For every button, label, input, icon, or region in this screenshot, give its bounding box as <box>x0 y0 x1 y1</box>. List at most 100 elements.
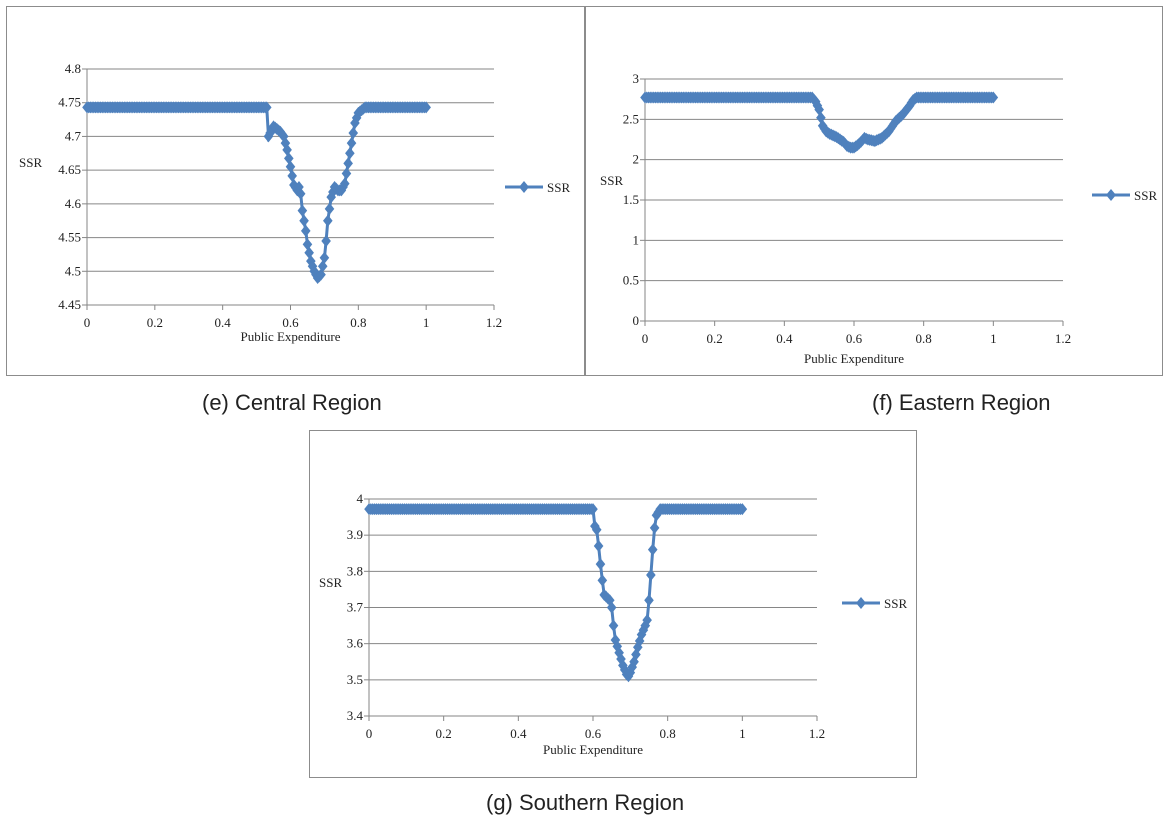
data-point <box>646 568 656 581</box>
x-tick-label: 0.6 <box>282 315 299 330</box>
data-point <box>634 634 645 647</box>
chart-southern: 3.4 3.5 3.6 3.7 3.8 3.9 4 0 0.2 0.4 0.6 0.8 1 1.2 Publ… <box>319 491 907 757</box>
legend: SSR <box>505 180 570 195</box>
x-axis-title: Public Expenditure <box>543 742 643 757</box>
data-point <box>737 503 748 516</box>
legend: SSR <box>842 596 907 611</box>
data-point <box>287 169 297 182</box>
data-point <box>285 160 296 173</box>
x-tick-label: 0.4 <box>776 331 793 346</box>
legend-marker <box>1106 189 1116 201</box>
y-tick-label: 2 <box>633 152 640 167</box>
data-point <box>339 177 350 190</box>
data-point <box>644 594 654 607</box>
data-point <box>649 521 660 534</box>
y-tick-label: 3.8 <box>347 563 363 578</box>
legend-label: SSR <box>1134 188 1157 203</box>
y-tick-label: 4.75 <box>58 95 81 110</box>
x-axis-title: Public Expenditure <box>804 351 904 366</box>
series-markers-ssr <box>82 101 431 285</box>
data-point <box>988 91 999 104</box>
data-point <box>317 260 328 273</box>
data-point <box>636 628 647 641</box>
x-tick-label: 0 <box>366 726 373 741</box>
legend-marker <box>856 597 866 609</box>
data-point <box>304 246 314 259</box>
x-tick-label: 0.2 <box>707 331 723 346</box>
data-point <box>593 540 604 553</box>
data-point <box>345 147 355 160</box>
x-tick-label: 1 <box>739 726 746 741</box>
y-tick-label: 0 <box>633 313 640 328</box>
x-tick-label: 0.2 <box>147 315 163 330</box>
x-tick-label: 1.2 <box>1055 331 1071 346</box>
data-point <box>341 167 352 180</box>
y-tick-label: 4.8 <box>65 61 81 76</box>
y-tick-label: 3.9 <box>347 527 363 542</box>
data-point <box>614 646 624 659</box>
x-tick-label: 0.8 <box>660 726 676 741</box>
caption-eastern: (f) Eastern Region <box>872 390 1051 415</box>
chart-panel-eastern: 0 0.5 1 1.5 2 2.5 3 0 0.2 0.4 0.6 0.8 1 1.2 Public Exp… <box>585 6 1163 376</box>
data-point <box>294 181 304 193</box>
data-point <box>300 224 311 237</box>
y-tick-label: 3.7 <box>347 600 364 615</box>
x-tick-label: 1.2 <box>809 726 825 741</box>
y-tick-label: 1 <box>633 232 640 247</box>
x-tick-label: 1 <box>990 331 997 346</box>
y-tick-label: 4.65 <box>58 162 81 177</box>
data-point <box>591 523 602 536</box>
y-tick-label: 4.55 <box>58 230 81 245</box>
data-point <box>619 663 630 676</box>
data-point <box>284 152 294 165</box>
y-tick-label: 0.5 <box>623 273 639 288</box>
data-point <box>282 143 292 156</box>
caption-central: (e) Central Region <box>202 390 382 415</box>
data-point <box>321 234 331 247</box>
x-axis-title: Public Expenditure <box>240 329 340 344</box>
y-tick-label: 4.7 <box>65 128 82 143</box>
data-point <box>346 137 357 150</box>
chart-panel-central: 4.45 4.5 4.55 4.6 4.65 4.7 4.75 4.8 0 0.2 0.4 0.6 0.… <box>6 6 585 376</box>
data-point <box>295 187 306 200</box>
data-point <box>608 619 619 632</box>
data-point <box>297 204 308 217</box>
y-tick-label: 4.45 <box>58 297 81 312</box>
data-point <box>302 238 313 251</box>
x-tick-label: 1 <box>423 315 430 330</box>
data-point <box>323 214 333 227</box>
legend-label: SSR <box>884 596 907 611</box>
y-tick-label: 3.5 <box>347 672 363 687</box>
y-tick-label: 2.5 <box>623 111 639 126</box>
x-tick-label: 0.2 <box>436 726 452 741</box>
y-tick-label: 4.6 <box>65 196 82 211</box>
x-tick-label: 0.6 <box>846 331 863 346</box>
legend-label: SSR <box>547 180 570 195</box>
y-tick-label: 3 <box>633 71 640 86</box>
legend-marker <box>519 181 529 193</box>
data-point <box>319 251 330 264</box>
data-point <box>814 103 824 116</box>
chart-eastern: 0 0.5 1 1.5 2 2.5 3 0 0.2 0.4 0.6 0.8 1 1.2 Public Exp… <box>600 71 1157 366</box>
data-point <box>606 601 617 614</box>
x-tick-label: 0.4 <box>215 315 232 330</box>
data-point <box>299 214 309 227</box>
y-tick-label: 4.5 <box>65 263 81 278</box>
data-point <box>627 661 637 674</box>
data-point <box>642 614 652 627</box>
data-point <box>597 574 608 587</box>
y-tick-label: 3.4 <box>347 708 364 723</box>
y-axis-title: SSR <box>600 173 623 188</box>
x-tick-label: 0.8 <box>350 315 366 330</box>
y-tick-label: 3.6 <box>347 636 364 651</box>
y-tick-label: 4 <box>357 491 364 506</box>
x-tick-label: 0.8 <box>916 331 932 346</box>
data-point <box>316 268 326 281</box>
data-point <box>647 543 658 556</box>
data-point <box>261 101 272 114</box>
data-point <box>343 157 353 170</box>
chart-panel-southern: 3.4 3.5 3.6 3.7 3.8 3.9 4 0 0.2 0.4 0.6 0.8 1 1.2 Publ… <box>309 430 917 778</box>
series-markers-ssr <box>364 503 748 683</box>
series-line-ssr <box>87 105 427 281</box>
x-tick-label: 0.6 <box>585 726 602 741</box>
